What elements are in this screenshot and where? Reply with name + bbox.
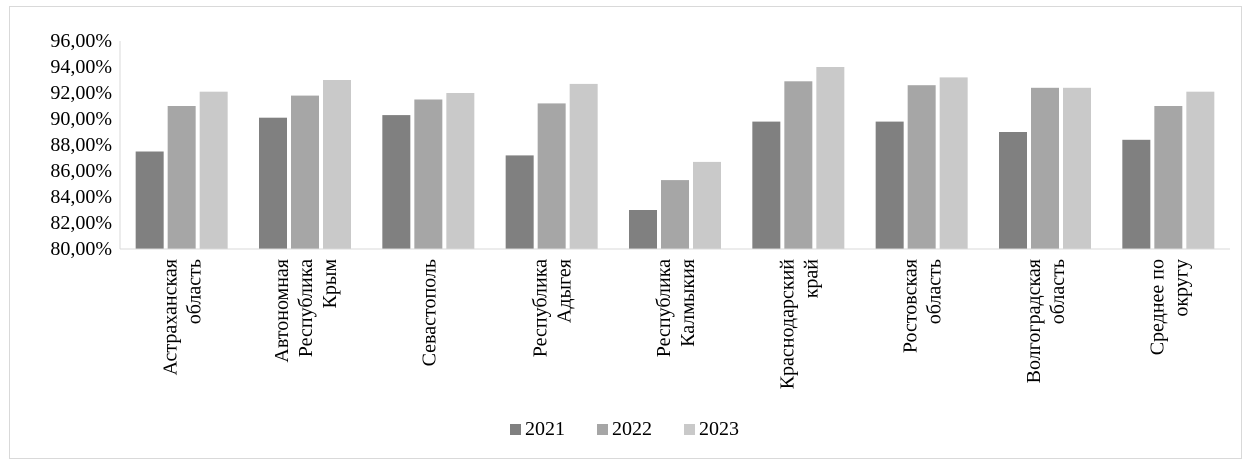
category-label: Крым [319, 259, 341, 309]
bar-2023-5 [816, 67, 845, 249]
bar-2023-0 [199, 91, 228, 249]
bar-2023-4 [693, 161, 721, 249]
bar-2023-2 [446, 93, 475, 249]
category-label: Краснодарский [776, 259, 798, 390]
bar-2022-3 [537, 103, 566, 250]
bar-2022-8 [1154, 106, 1183, 249]
bar-2022-2 [414, 99, 443, 249]
category-label: Адыгея [554, 259, 576, 323]
y-tick-label: 94,00% [50, 56, 112, 78]
category-label: Республика [530, 259, 552, 357]
bar-2023-6 [939, 77, 968, 250]
category-label: Республика [295, 259, 317, 357]
legend-swatch-2021 [510, 424, 521, 435]
legend-swatch-2023 [684, 424, 695, 435]
bar-2021-4 [629, 210, 657, 249]
bar-2021-8 [1122, 139, 1151, 249]
legend-swatch-2022 [597, 424, 608, 435]
legend-label: 2021 [525, 418, 565, 440]
bar-2021-3 [505, 155, 534, 249]
category-label: Астраханская [160, 259, 182, 375]
category-label: округу [1170, 259, 1192, 317]
bar-2022-7 [1031, 87, 1059, 249]
bar-2021-0 [135, 151, 164, 249]
category-label: Республика [653, 259, 675, 357]
bar-2022-0 [167, 106, 196, 249]
category-label: область [184, 259, 206, 324]
y-tick-label: 88,00% [50, 134, 112, 156]
bar-2021-5 [752, 121, 781, 249]
category-label: Калмыкия [677, 259, 699, 347]
bar-2023-7 [1063, 87, 1091, 249]
bar-2022-1 [291, 95, 319, 249]
category-label: Ростовская [900, 259, 922, 353]
legend-label: 2023 [699, 418, 739, 440]
bar-2021-7 [999, 132, 1027, 249]
category-label: Севастополь [418, 259, 440, 366]
category-label: край [800, 259, 822, 299]
bar-2023-3 [569, 83, 598, 250]
category-label: область [1047, 259, 1069, 324]
y-tick-label: 86,00% [50, 160, 112, 182]
y-tick-label: 80,00% [50, 238, 112, 260]
y-tick-label: 90,00% [50, 108, 112, 130]
category-label: Среднее по [1146, 259, 1168, 355]
bar-2022-5 [784, 81, 813, 249]
y-tick-label: 96,00% [50, 30, 112, 52]
y-tick-label: 92,00% [50, 82, 112, 104]
bar-2021-2 [382, 115, 411, 249]
y-tick-label: 82,00% [50, 212, 112, 234]
bar-2021-1 [259, 117, 287, 249]
y-tick-label: 84,00% [50, 186, 112, 208]
category-label: Автономная [271, 259, 293, 363]
bar-2022-6 [907, 85, 936, 249]
bar-2021-6 [875, 121, 904, 249]
category-label: Волгоградская [1023, 259, 1045, 383]
legend-label: 2022 [612, 418, 652, 440]
bar-2022-4 [661, 180, 689, 249]
bar-2023-8 [1186, 91, 1215, 249]
category-label: область [924, 259, 946, 324]
bar-2023-1 [323, 80, 351, 249]
